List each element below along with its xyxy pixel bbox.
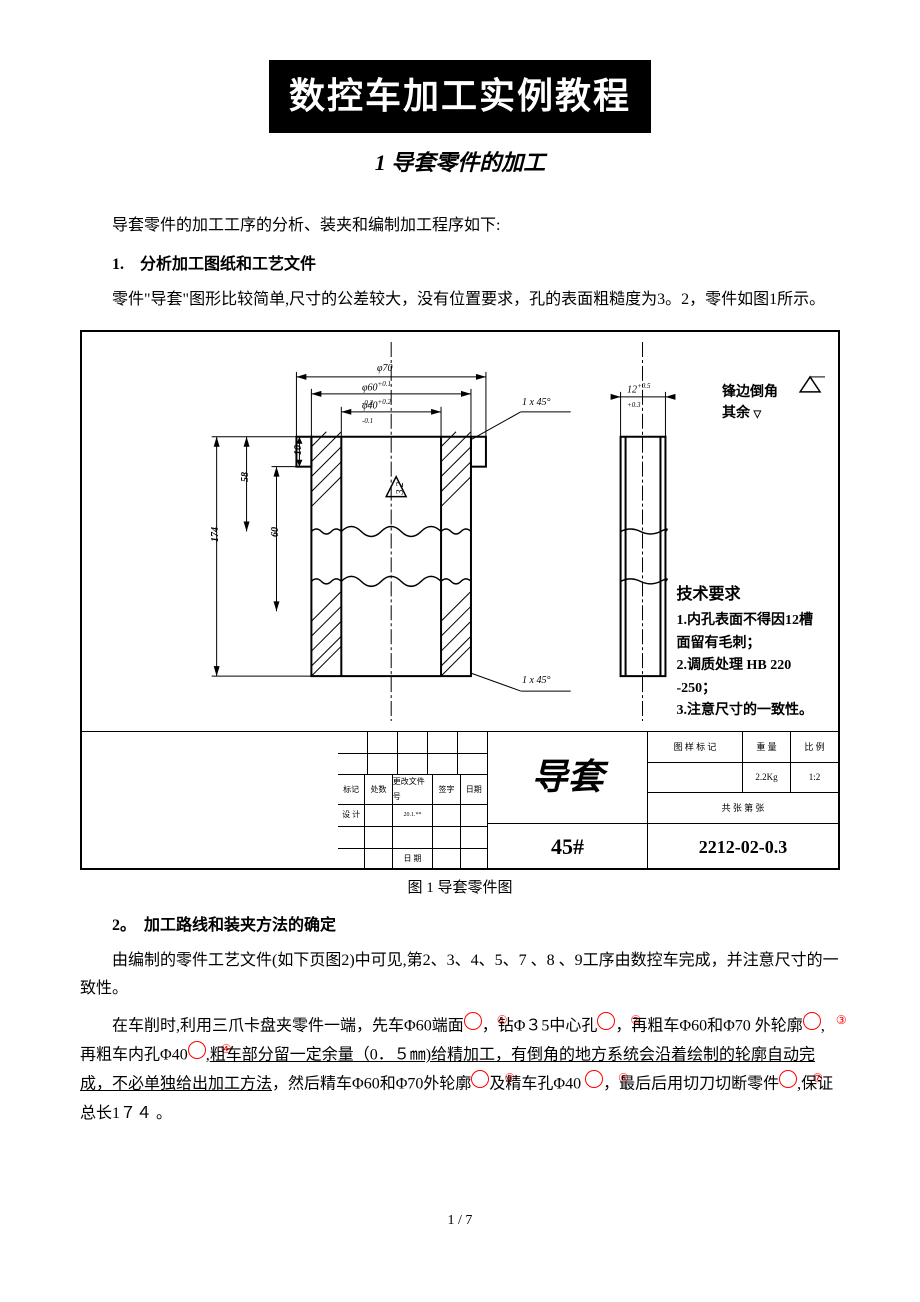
p2f: ，然后精车Φ60和Φ70外轮廓 [272,1076,471,1093]
tb-cell [393,827,434,848]
dim-roughness: 3.2 [392,482,410,495]
tb-cell [338,754,368,775]
circle-3: ③ [803,1012,821,1030]
tb-left: 标记 处数 更改文件号 签字 日期 设 计 20.1.** [338,732,488,870]
drawing-number: 2212-02-0.3 [648,824,838,870]
tech-2b: -250； [677,678,814,700]
tb-cell [368,732,398,753]
tb-cell [338,732,368,753]
section1-heading: 1. 分析加工图纸和工艺文件 [80,251,840,280]
tb-cell: 20.1.** [393,805,434,826]
p2c: ，再粗车Φ60和Φ70 外轮廓 [615,1018,802,1035]
tb-label-num: 处数 [365,775,392,804]
dim-174: 174 [207,527,225,542]
tech-1b: 面留有毛刺； [677,633,814,655]
tb-sheet: 共 张 第 张 [648,793,838,823]
chamfer-note: 锋边倒角 其余 ▽ [722,382,778,424]
tb-label-file: 更改文件号 [393,775,434,804]
title-block-area: 标记 处数 更改文件号 签字 日期 设 计 20.1.** [82,732,838,870]
tb-cell [461,849,487,870]
p2h: ，最后后用切刀切断零件 [603,1076,779,1093]
tb-cell [398,732,428,753]
circle-6: ⑥ [585,1070,603,1088]
tb-mid: 导套 45# [488,732,648,870]
dim-chamfer1: 1 x 45° [522,394,550,412]
subtitle: 1 导套零件的加工 [80,143,840,183]
tb-cell [461,805,487,826]
circle-5: ⑤ [471,1070,489,1088]
intro-text: 导套零件的加工工序的分析、装夹和编制加工程序如下: [80,212,840,241]
tb-cell [365,849,392,870]
circle-2: ② [597,1012,615,1030]
part-name: 导套 [488,732,647,824]
tb-cell [461,827,487,848]
chamfer-note-l1: 锋边倒角 [722,382,778,403]
technical-requirements: 技术要求 1.内孔表面不得因12槽 面留有毛刺； 2.调质处理 HB 220 -… [677,582,814,723]
material: 45# [488,824,647,870]
chamfer-note-l2: 其余 ▽ [722,403,778,424]
tb-cell [458,754,487,775]
dim-d70: φ70 [377,360,393,378]
circle-7: ⑦ [779,1070,797,1088]
tb-cell [428,732,458,753]
figure-caption: 图 1 导套零件图 [80,875,840,902]
tb-cell [458,732,487,753]
tb-cell [648,763,743,793]
tech-3: 3.注意尺寸的一致性。 [677,700,814,722]
tb-cell: 重 量 [743,732,791,762]
section1-p1: 零件"导套"图形比较简单,尺寸的公差较大，没有位置要求，孔的表面粗糙度为3。2，… [80,286,840,315]
tb-cell: 比 例 [791,732,838,762]
tb-right: 图 样 标 记 重 量 比 例 2.2Kg 1:2 共 张 第 张 2212-0… [648,732,838,870]
p2a: 在车削时,利用三爪卡盘夹零件一端，先车Φ60端面 [112,1018,464,1035]
engineering-drawing: φ70 φ60+0.1-0.2 φ40+0.2-0.1 1 x 45° 1 x … [80,330,840,870]
tb-cell [368,754,398,775]
tb-label-sig: 签字 [433,775,460,804]
tb-weight: 2.2Kg [743,763,791,793]
circle-4: ④ [188,1041,206,1059]
tb-label-mark: 标记 [338,775,365,804]
tb-cell [338,849,365,870]
page-footer: 1 / 7 [80,1208,840,1233]
tb-cell [398,754,428,775]
tb-cell [433,827,460,848]
p2g: 及精车孔Φ40 [489,1076,585,1093]
dim-d40: φ40+0.2-0.1 [362,396,391,435]
drawing-views: φ70 φ60+0.1-0.2 φ40+0.2-0.1 1 x 45° 1 x … [82,332,838,732]
tb-cell [428,754,458,775]
title-block: 标记 处数 更改文件号 签字 日期 设 计 20.1.** [338,732,838,870]
dim-58: 58 [237,472,255,482]
section2-heading: 2。 加工路线和装夹方法的确定 [80,912,840,941]
tb-cell [338,827,365,848]
tb-cell [365,827,392,848]
tb-cell [433,805,460,826]
section2-p2: 在车削时,利用三爪卡盘夹零件一端，先车Φ60端面①，钻Φ３5中心孔②，再粗车Φ6… [80,1012,840,1128]
p2b: ，钻Φ３5中心孔 [482,1018,598,1035]
tech-2: 2.调质处理 HB 220 [677,655,814,677]
tb-cell: 图 样 标 记 [648,732,743,762]
dim-chamfer2: 1 x 45° [522,672,550,690]
tb-cell [365,805,392,826]
tb-scale: 1:2 [791,763,838,793]
circle-1: ① [464,1012,482,1030]
tb-cell [433,849,460,870]
dim-10: 10 [290,445,308,455]
tech-title: 技术要求 [677,582,814,608]
title-banner: 数控车加工实例教程 [269,60,651,133]
dim-slot: 12+0.5+0.3 [627,380,650,419]
section2-p1: 由编制的零件工艺文件(如下页图2)中可见,第2、3、4、5、7 、8 、9工序由… [80,947,840,1005]
tb-label-date2: 日 期 [393,849,434,870]
tech-1: 1.内孔表面不得因12槽 [677,610,814,632]
tb-label-date: 日期 [461,775,487,804]
tb-label-design: 设 计 [338,805,365,826]
dim-60: 60 [267,527,285,537]
